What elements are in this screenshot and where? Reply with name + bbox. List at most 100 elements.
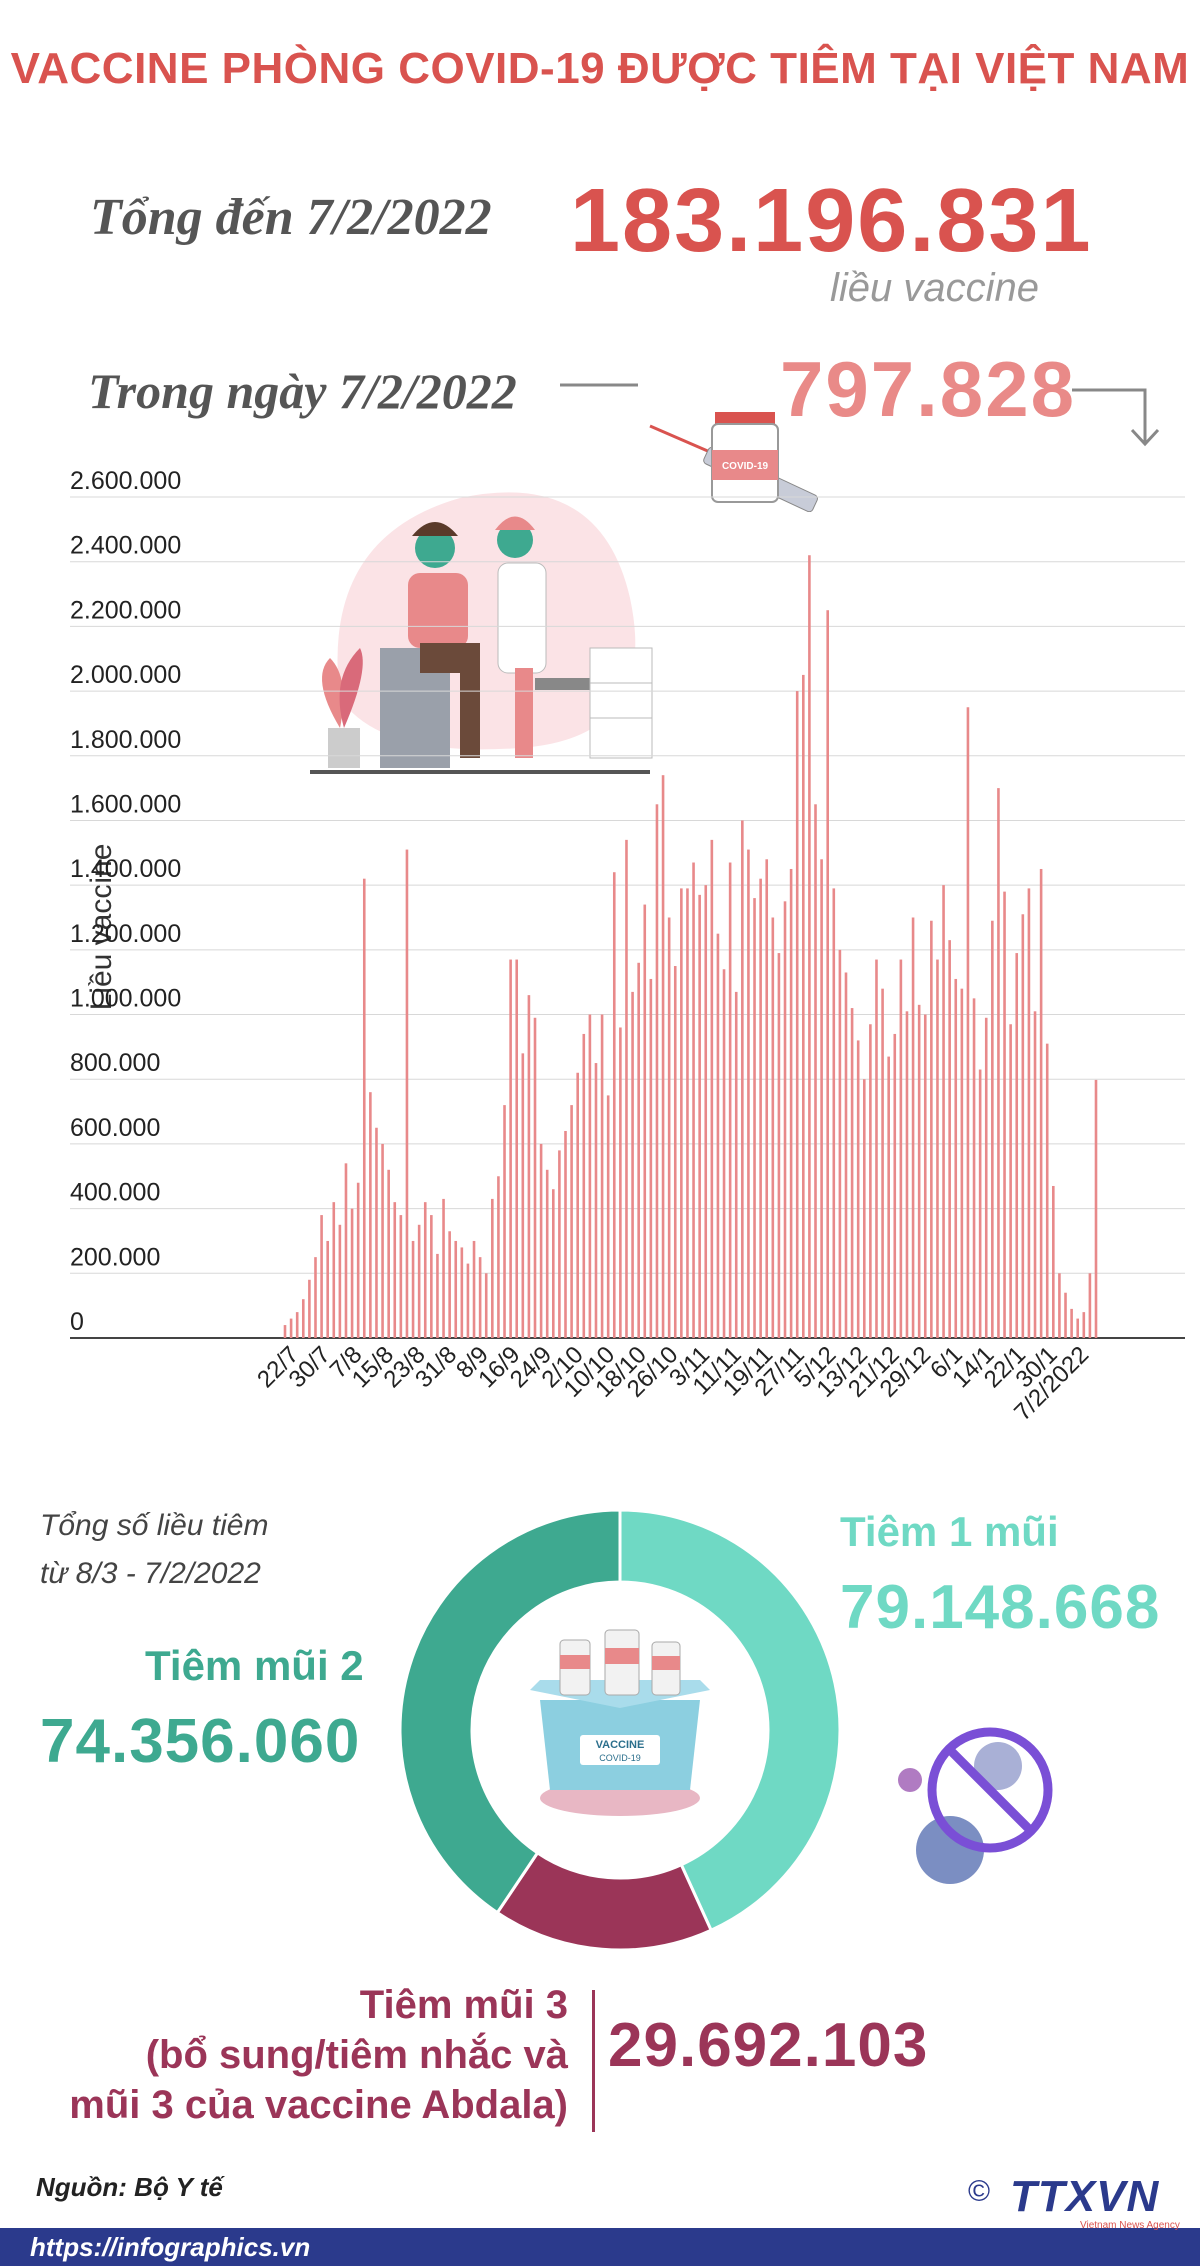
bar xyxy=(521,1053,525,1338)
bar xyxy=(600,1014,604,1338)
bar xyxy=(643,904,647,1338)
bar xyxy=(997,788,1000,1338)
dose3-label-line2: (bổ sung/tiêm nhắc và xyxy=(145,2033,568,2077)
bar xyxy=(369,1092,372,1338)
bar xyxy=(625,839,628,1338)
y-tick-label: 1.800.000 xyxy=(70,726,181,754)
bar xyxy=(1033,1011,1037,1338)
bar xyxy=(710,839,714,1338)
box-sublabel: COVID-19 xyxy=(599,1753,641,1763)
donut-caption: Tổng số liều tiêm từ 8/3 - 7/2/2022 xyxy=(40,1502,360,1598)
y-tick-label: 400.000 xyxy=(70,1179,160,1207)
bar xyxy=(789,868,793,1338)
bar xyxy=(533,1017,537,1338)
y-tick-label: 1.400.000 xyxy=(70,855,181,883)
connector-line xyxy=(560,383,638,387)
y-tick-label: 1.600.000 xyxy=(70,790,181,818)
bar xyxy=(747,849,750,1338)
bar xyxy=(875,959,878,1338)
donut-caption-line2: từ 8/3 - 7/2/2022 xyxy=(40,1557,261,1590)
bar xyxy=(1082,1312,1086,1338)
dose1-value: 79.148.668 xyxy=(840,1573,1161,1642)
bar xyxy=(1088,1273,1092,1338)
bar xyxy=(552,1189,555,1338)
bar xyxy=(783,901,787,1338)
vaccination-illustration xyxy=(310,492,653,774)
bar xyxy=(356,1182,360,1338)
bar xyxy=(448,1231,451,1338)
bar xyxy=(838,949,842,1338)
bar xyxy=(1003,891,1006,1338)
bar xyxy=(375,1127,378,1338)
dose1-label: Tiêm 1 mũi xyxy=(840,1508,1059,1555)
bar xyxy=(728,862,732,1338)
down-arrow-icon xyxy=(1072,388,1160,447)
bar xyxy=(649,978,653,1338)
y-tick-label: 800.000 xyxy=(70,1049,160,1077)
bar xyxy=(442,1198,445,1338)
bar xyxy=(527,995,531,1338)
bar xyxy=(594,1063,598,1338)
bar xyxy=(1021,914,1025,1338)
bar xyxy=(930,920,933,1338)
bar xyxy=(576,1072,579,1338)
bar xyxy=(1070,1308,1073,1338)
bar-chart: 0 200.000 400.000 600.000 800.000 1.000.000 1.… xyxy=(70,470,1185,1426)
bar xyxy=(411,1240,415,1338)
total-label: Tổng đến 7/2/2022 xyxy=(90,189,492,246)
bar xyxy=(570,1105,573,1338)
bar xyxy=(417,1224,421,1338)
bar xyxy=(960,988,964,1338)
bar xyxy=(295,1312,299,1338)
bar xyxy=(765,859,769,1338)
bar xyxy=(454,1240,458,1338)
y-tick-label: 1.200.000 xyxy=(70,920,181,948)
dose3-label-line1: Tiêm mũi 3 xyxy=(359,1983,568,2027)
bar xyxy=(515,959,519,1338)
bar xyxy=(704,885,708,1338)
bar xyxy=(393,1202,397,1338)
bar xyxy=(893,1033,897,1338)
bar xyxy=(698,894,701,1338)
bar xyxy=(826,610,829,1338)
bar xyxy=(869,1024,872,1338)
bar xyxy=(1064,1292,1067,1338)
bar xyxy=(320,1215,323,1338)
bar xyxy=(991,920,994,1338)
bar xyxy=(497,1176,500,1338)
bar xyxy=(832,888,836,1338)
day-value: 797.828 xyxy=(780,345,1076,433)
bar xyxy=(472,1240,476,1338)
bar xyxy=(405,849,409,1338)
bar xyxy=(326,1240,329,1338)
bar xyxy=(539,1143,543,1338)
bar xyxy=(423,1202,427,1338)
bar xyxy=(1009,1024,1012,1338)
bar xyxy=(1045,1043,1049,1338)
footer-link[interactable]: https://infographics.vn xyxy=(0,2228,310,2266)
bar xyxy=(802,674,805,1338)
bar xyxy=(503,1105,506,1338)
bar xyxy=(545,1169,549,1338)
bar xyxy=(314,1257,317,1338)
dose3-divider xyxy=(592,1990,595,2132)
y-tick-label: 2.200.000 xyxy=(70,596,181,624)
bar xyxy=(466,1263,470,1338)
bar xyxy=(881,988,884,1338)
bar xyxy=(984,1017,988,1338)
bar xyxy=(564,1130,567,1338)
bar xyxy=(911,917,915,1338)
y-tick-label: 200.000 xyxy=(70,1243,160,1271)
bar xyxy=(387,1169,390,1338)
bar xyxy=(972,998,976,1338)
page-title: VACCINE PHÒNG COVID-19 ĐƯỢC TIÊM TẠI VIỆ… xyxy=(10,44,1190,93)
bar xyxy=(283,1325,287,1338)
donut-slice-dose1 xyxy=(618,1508,842,1933)
bar xyxy=(936,959,939,1338)
bar xyxy=(491,1198,494,1338)
ttxvn-logo: TTXVN xyxy=(1010,2172,1160,2221)
bar xyxy=(637,962,640,1338)
bar xyxy=(436,1253,439,1338)
bar xyxy=(808,555,811,1338)
bar xyxy=(588,1014,592,1338)
